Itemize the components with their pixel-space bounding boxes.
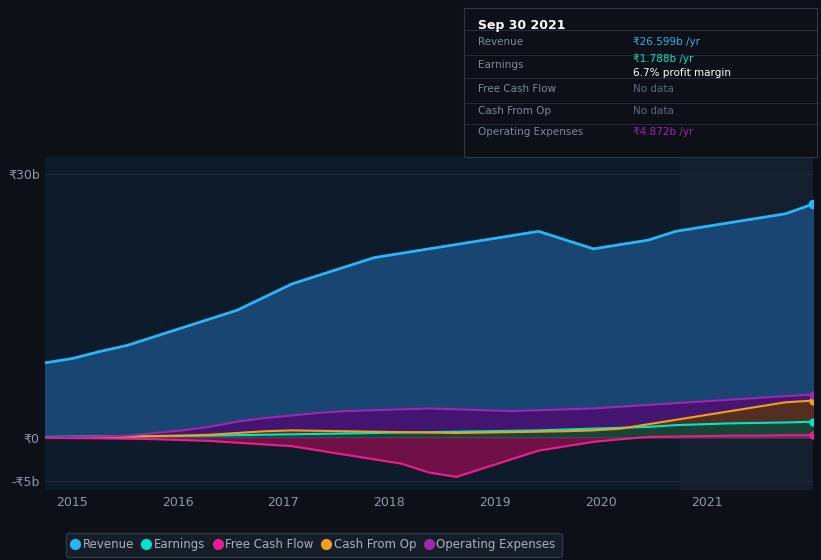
Text: No data: No data xyxy=(633,106,674,115)
Legend: Revenue, Earnings, Free Cash Flow, Cash From Op, Operating Expenses: Revenue, Earnings, Free Cash Flow, Cash … xyxy=(66,533,562,557)
Text: Cash From Op: Cash From Op xyxy=(478,106,551,115)
Text: Free Cash Flow: Free Cash Flow xyxy=(478,84,556,94)
Text: Revenue: Revenue xyxy=(478,36,523,46)
Text: Earnings: Earnings xyxy=(478,59,524,69)
Text: ₹26.599b /yr: ₹26.599b /yr xyxy=(633,36,700,46)
Text: Sep 30 2021: Sep 30 2021 xyxy=(478,19,566,32)
Bar xyxy=(681,157,821,490)
Text: ₹1.788b /yr: ₹1.788b /yr xyxy=(633,54,694,64)
Text: ₹4.872b /yr: ₹4.872b /yr xyxy=(633,127,694,137)
Text: Operating Expenses: Operating Expenses xyxy=(478,127,583,137)
Text: 6.7% profit margin: 6.7% profit margin xyxy=(633,68,732,78)
Text: No data: No data xyxy=(633,84,674,94)
